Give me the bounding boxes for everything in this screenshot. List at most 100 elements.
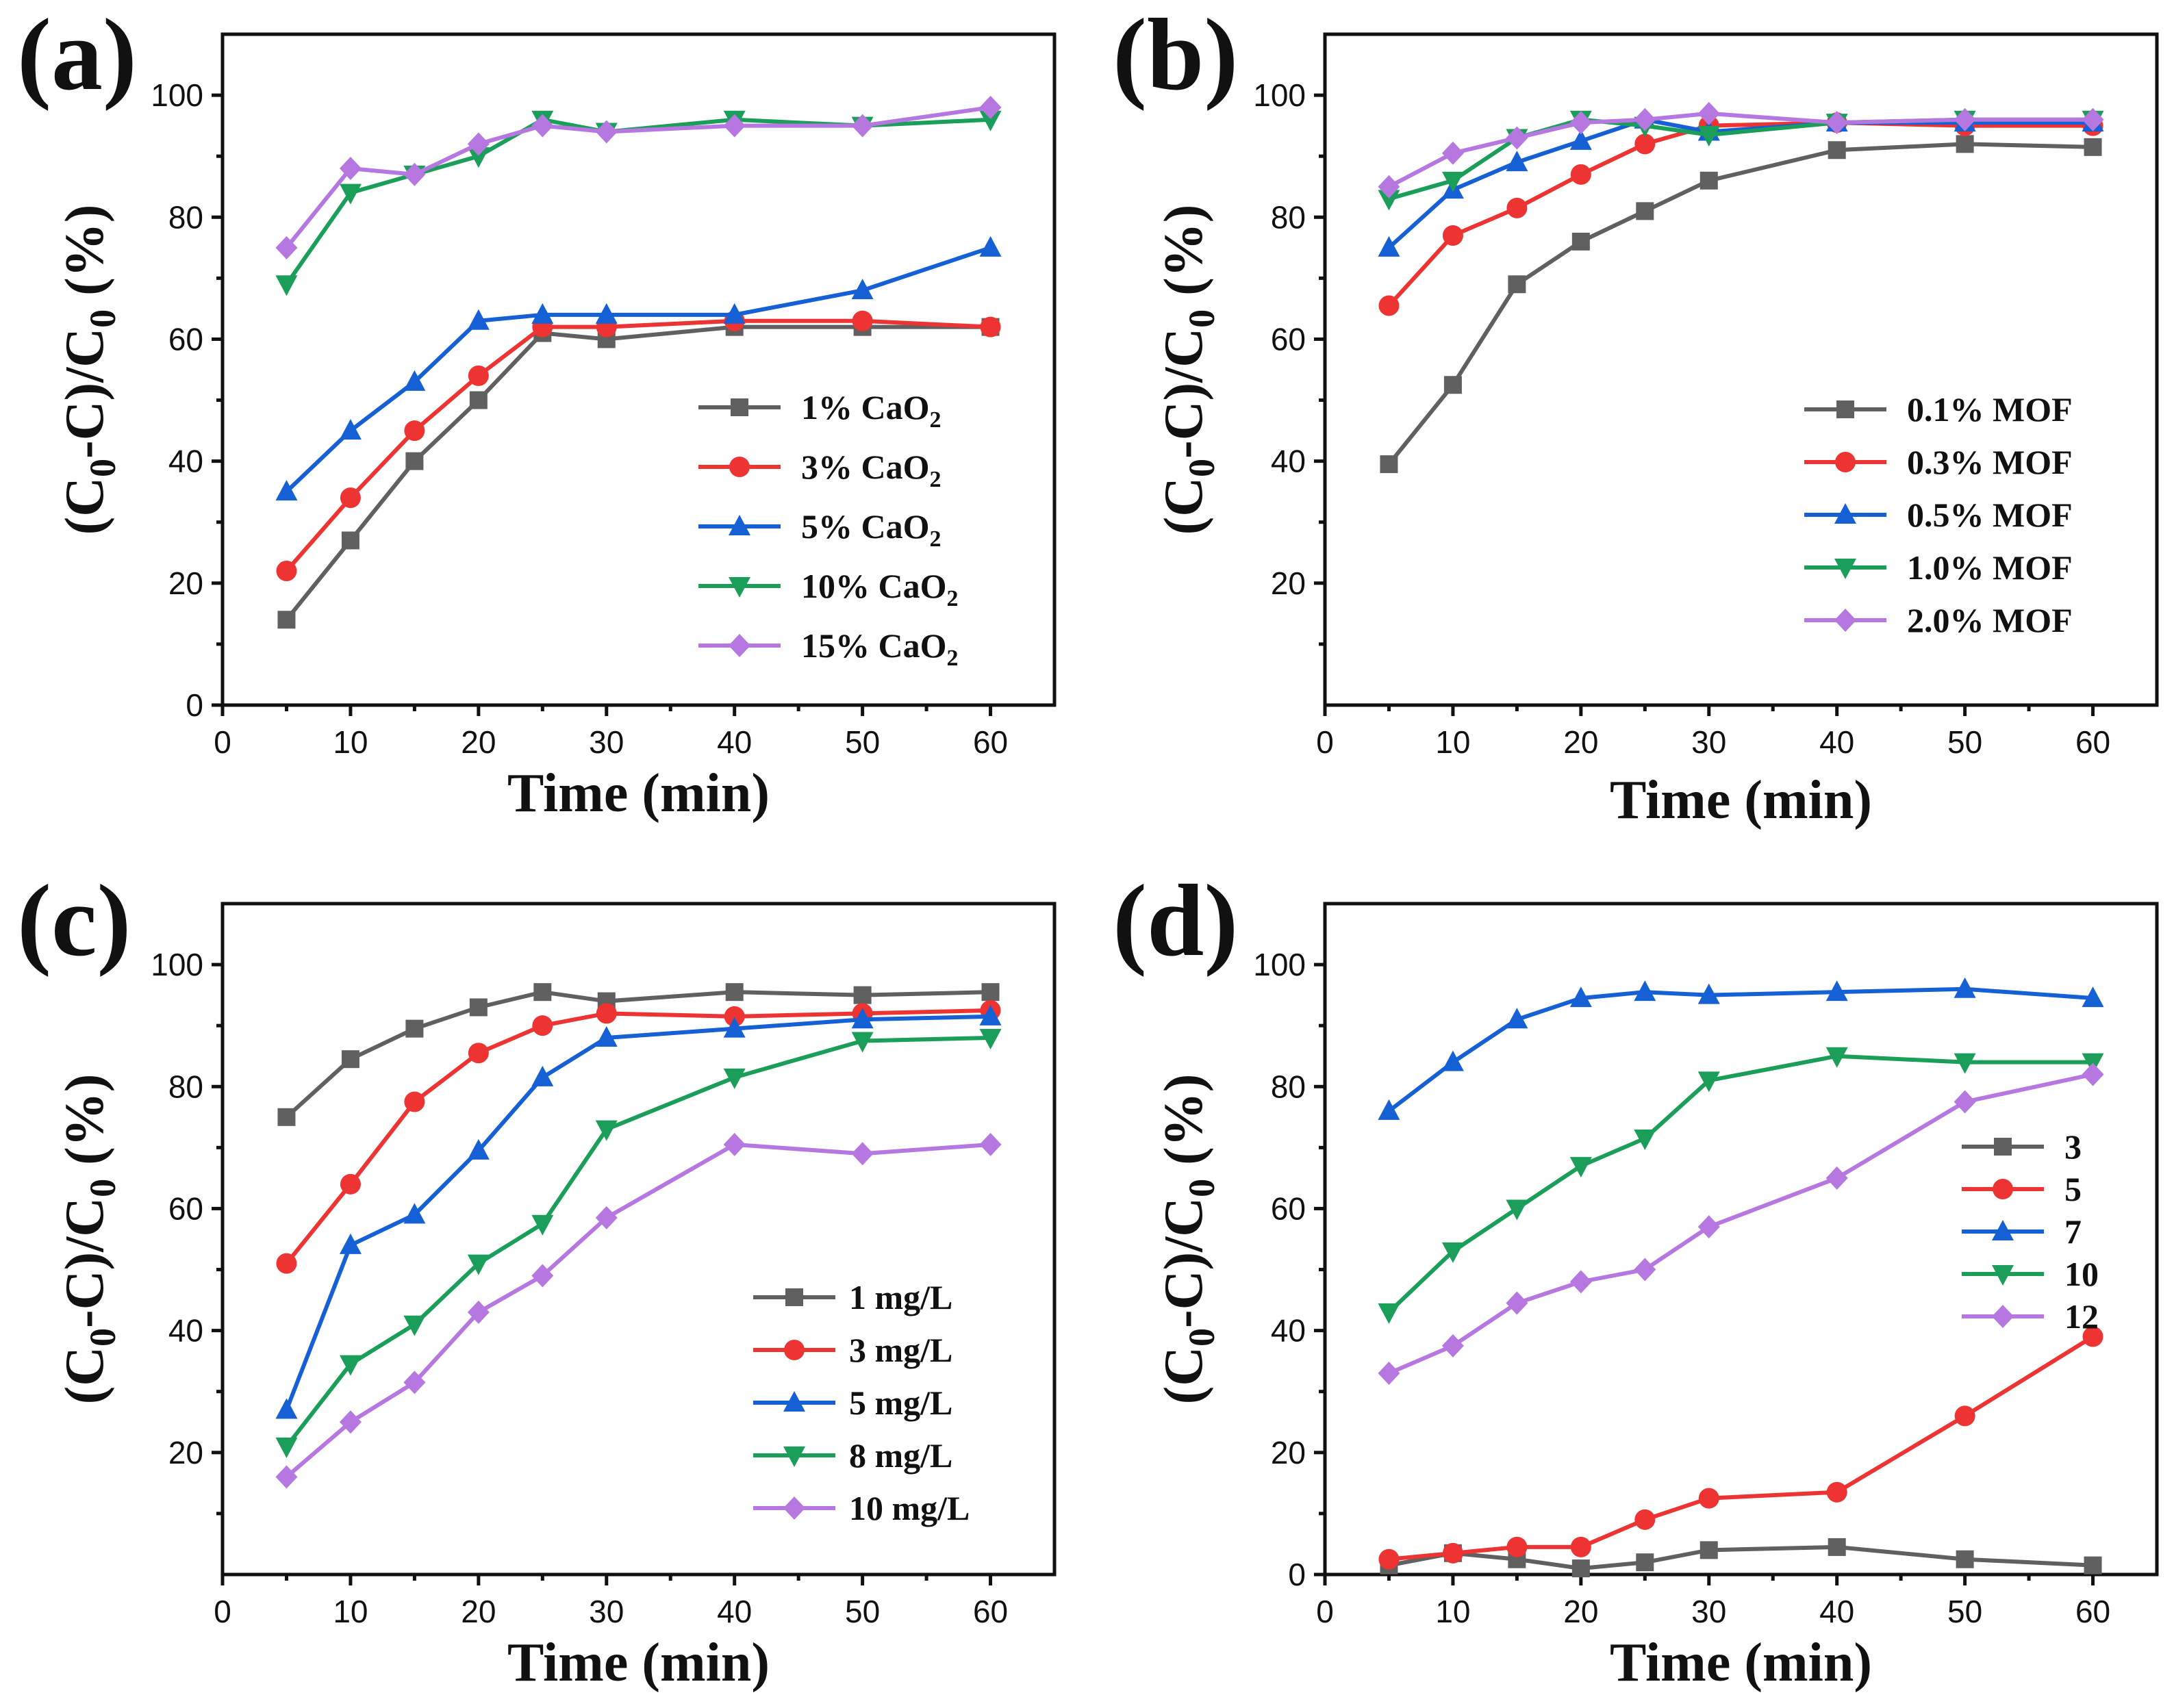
series-5 (1378, 1062, 2104, 1385)
series-5 (275, 1132, 1002, 1489)
data-point (277, 1108, 296, 1126)
data-point (595, 303, 618, 324)
x-tick-label: 60 (973, 1594, 1008, 1629)
series-4 (1378, 1047, 2104, 1324)
data-point (1697, 101, 1720, 125)
y-tick-label: 0 (186, 687, 203, 723)
x-tick-label: 0 (214, 1594, 231, 1629)
y-tick-label: 20 (1271, 1435, 1306, 1470)
data-point (1378, 235, 1400, 257)
data-point (979, 110, 1002, 131)
data-point (276, 1253, 297, 1274)
data-point (1569, 1270, 1592, 1294)
data-point (1828, 141, 1846, 160)
legend-marker (1834, 503, 1856, 524)
data-point (2082, 986, 2104, 1008)
data-point (405, 1019, 424, 1038)
y-tick-label: 40 (168, 1313, 203, 1349)
series-line (285, 990, 991, 1119)
x-axis-title: Time (min) (1610, 1633, 1872, 1693)
legend: 1 mg/L 3 mg/L 5 mg/L 8 mg/L 10 mg/L (753, 1278, 970, 1527)
data-point (403, 370, 426, 391)
legend-marker (783, 1496, 805, 1520)
data-point (1378, 1548, 1400, 1570)
legend-label: 7 (2064, 1212, 2082, 1251)
data-point (1441, 171, 1464, 192)
data-point (1956, 135, 1974, 153)
data-point (1569, 111, 1592, 135)
data-point (532, 1015, 553, 1036)
x-tick-label: 30 (1691, 1594, 1726, 1629)
legend-marker (783, 1446, 805, 1467)
legend-marker (729, 634, 750, 657)
series-3 (1378, 977, 2104, 1120)
data-point (1569, 986, 1592, 1008)
data-point (1378, 1362, 1400, 1385)
plot-frame (1323, 32, 2159, 707)
x-tick-label: 20 (1563, 1594, 1598, 1629)
y-tick-label: 0 (1288, 1557, 1306, 1592)
series-4 (275, 1029, 1002, 1458)
data-point (404, 420, 425, 442)
data-point (403, 1371, 426, 1394)
legend-marker (1836, 400, 1854, 418)
data-point (1441, 1050, 1464, 1071)
data-point (341, 531, 359, 550)
series-1 (1380, 1538, 2102, 1578)
data-point (531, 1264, 554, 1288)
series-1 (1380, 135, 2102, 474)
x-tick-label: 50 (845, 724, 880, 760)
y-axis-title: (C0-C)/C0 (%) (1154, 1074, 1222, 1405)
chart-panel-2: (b) 0 10 20 30 40 50 60 20 40 60 80 100 Time (min) (C0… (1113, 0, 2159, 830)
y-tick-label: 40 (1271, 1313, 1306, 1349)
data-point (723, 114, 746, 138)
legend-marker (1992, 1220, 2014, 1240)
data-point (1954, 977, 1976, 998)
data-point (468, 1043, 489, 1064)
legend-label: 0.5% MOF (1907, 496, 2073, 534)
data-point (467, 132, 490, 156)
data-point (531, 114, 554, 138)
legend-label: 1 mg/L (849, 1278, 952, 1316)
y-tick-label: 60 (1271, 1190, 1306, 1226)
data-point (339, 1233, 362, 1254)
x-tick-label: 20 (1563, 724, 1598, 760)
data-point (851, 279, 874, 300)
data-point (1441, 141, 1464, 165)
data-point (1441, 1242, 1464, 1263)
chart-panel-4: (d) 0 10 20 30 40 50 60 0 20 40 60 80 100 Time (min) (C… (1113, 864, 2159, 1693)
x-tick-label: 60 (2075, 1594, 2110, 1629)
x-tick-label: 50 (1947, 1594, 1982, 1629)
panel-label: (d) (1113, 864, 1238, 978)
data-point (1378, 190, 1400, 211)
data-point (1954, 1090, 1976, 1114)
data-point (1634, 107, 1656, 131)
legend: 3 5 7 10 12 (1962, 1127, 2099, 1336)
data-point (1443, 376, 1462, 394)
y-tick-label: 100 (1253, 77, 1306, 113)
data-point (339, 1355, 362, 1376)
legend-label: 8 mg/L (849, 1436, 952, 1475)
data-point (1506, 1291, 1528, 1315)
data-point (531, 1214, 554, 1236)
data-point (851, 114, 874, 138)
data-point (981, 983, 1000, 1002)
series-line (1389, 1334, 2095, 1562)
data-point (1636, 1553, 1654, 1572)
data-point (275, 1437, 298, 1458)
data-point (979, 1029, 1002, 1049)
data-point (531, 303, 554, 324)
data-point (1506, 1199, 1528, 1221)
x-tick-label: 10 (1435, 724, 1470, 760)
legend-marker (785, 1288, 803, 1306)
legend-label: 0.3% MOF (1907, 443, 2073, 481)
legend-label: 2.0% MOF (1907, 601, 2073, 639)
data-point (1956, 1550, 1974, 1568)
data-point (1699, 1541, 1718, 1559)
y-axis-title: (C0-C)/C0 (%) (55, 1074, 123, 1405)
data-point (851, 1008, 874, 1029)
data-point (469, 998, 488, 1017)
data-point (467, 147, 490, 168)
data-point (403, 1203, 426, 1224)
data-point (1506, 126, 1528, 150)
